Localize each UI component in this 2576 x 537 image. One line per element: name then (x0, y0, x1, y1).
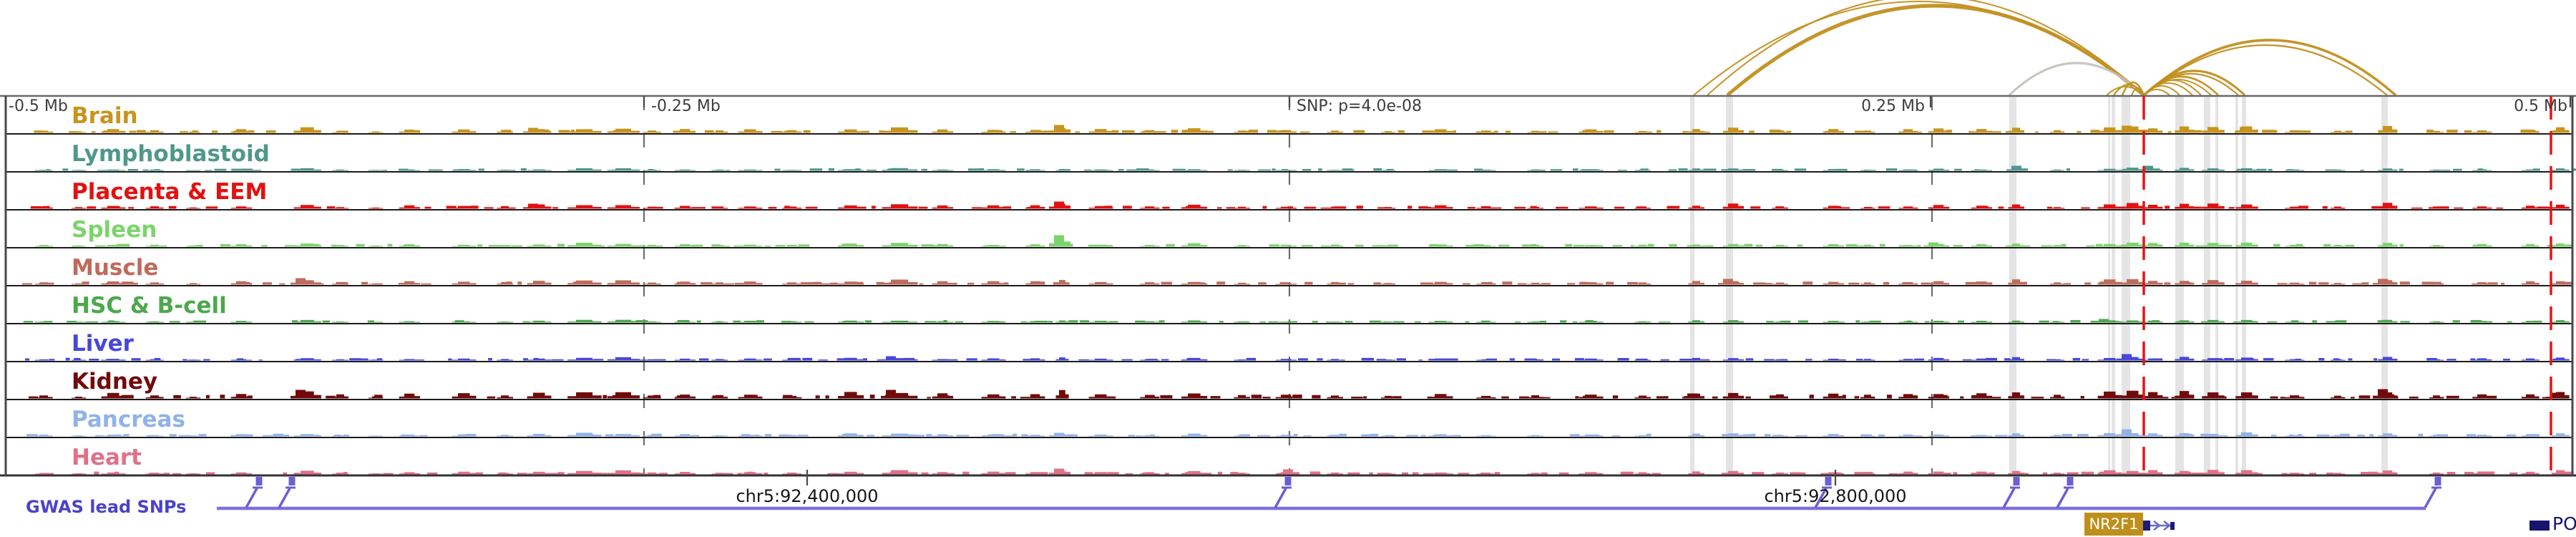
axis-label-snp-pvalue: SNP: p=4.0e-08 (1297, 97, 1422, 115)
interaction-arc (1726, 4, 2145, 97)
snp-leader-line (2056, 488, 2069, 508)
coordinate-label-chr5-92400000: chr5:92,400,000 (736, 486, 879, 506)
signal-track-heart (34, 468, 2574, 475)
axis-label-plus-0.25mb: 0.25 Mb (1861, 97, 1925, 115)
gene-label-nr2f1: NR2F1 (2084, 513, 2143, 536)
interaction-arc (2106, 86, 2145, 96)
po-gene-exon (2529, 521, 2550, 531)
axis-label-minus-0.5mb: -0.5 Mb (9, 97, 68, 115)
snp-marker (288, 477, 296, 485)
gene-label-po-clipped: PO (2552, 513, 2576, 534)
signal-track-spleen (34, 235, 2573, 247)
snp-leader-line (278, 488, 291, 508)
nr2f1-strand-arrow (2153, 521, 2162, 531)
snp-leader-line (2424, 488, 2437, 508)
interaction-arc (1707, 0, 2145, 96)
snp-leader-line (1274, 488, 1287, 508)
axis-label-minus-0.25mb: -0.25 Mb (651, 97, 721, 115)
snp-leader-line (245, 488, 258, 508)
snp-marker (2434, 477, 2441, 485)
signal-track-hsc-b-cell (23, 319, 2570, 323)
snp-marker (2067, 477, 2074, 485)
signal-track-lymphoblastoid (34, 165, 2576, 171)
nr2f1-strand-arrow (2163, 521, 2172, 531)
signal-track-placenta-eem (30, 201, 2570, 209)
axis-label-plus-0.5mb: 0.5 Mb (2514, 97, 2567, 115)
nr2f1-exon (2170, 522, 2175, 530)
interaction-arc (2008, 62, 2145, 97)
track-label-pancreas: Pancreas (72, 407, 185, 432)
snp-leader-line (1814, 488, 1828, 508)
track-label-brain: Brain (72, 103, 138, 129)
signal-track-brain (34, 125, 2570, 133)
interaction-arc (2143, 89, 2170, 96)
signal-track-pancreas (26, 429, 2570, 437)
track-label-heart: Heart (72, 445, 142, 470)
coordinate-label-chr5-92800000: chr5:92,800,000 (1764, 486, 1907, 506)
snp-marker (2013, 477, 2020, 485)
signal-track-kidney (29, 389, 2570, 399)
gwas-lead-snps-label: GWAS lead SNPs (26, 497, 187, 517)
interaction-arc (2131, 87, 2145, 96)
interaction-arc (2142, 39, 2397, 97)
nr2f1-exon (2142, 521, 2150, 531)
track-label-kidney: Kidney (72, 369, 158, 395)
snp-leader-line (2002, 488, 2016, 508)
track-label-placenta-eem: Placenta & EEM (72, 179, 268, 205)
signal-track-liver (25, 354, 2570, 361)
track-label-muscle: Muscle (72, 255, 159, 281)
snp-marker (255, 477, 263, 485)
snp-marker (1825, 477, 1832, 485)
track-label-hsc-b-cell: HSC & B-cell (72, 293, 227, 319)
track-label-lymphoblastoid: Lymphoblastoid (72, 141, 270, 167)
signal-track-muscle (21, 278, 2573, 285)
snp-marker (1284, 477, 1292, 485)
interaction-arc (2143, 44, 2388, 96)
track-label-spleen: Spleen (72, 217, 157, 243)
track-label-liver: Liver (72, 331, 134, 357)
